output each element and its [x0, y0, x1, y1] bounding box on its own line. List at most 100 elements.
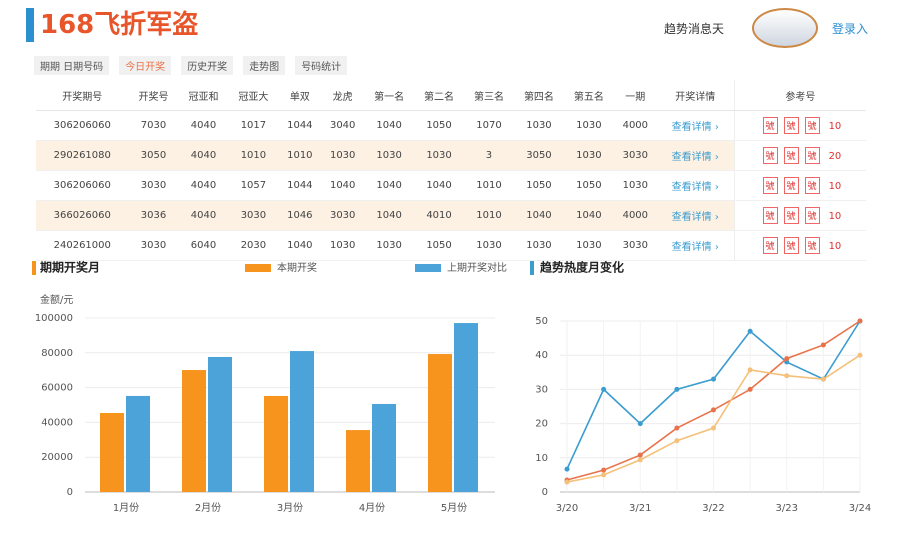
- detail-link[interactable]: 查看详情 ›: [656, 170, 735, 201]
- tab[interactable]: 走势图: [243, 56, 286, 75]
- point: [747, 386, 753, 392]
- point: [820, 376, 826, 382]
- point: [747, 328, 753, 334]
- detail-link[interactable]: 查看详情 ›: [656, 140, 735, 171]
- table-cell: 1030: [563, 230, 614, 261]
- table-cell: 1030: [613, 170, 657, 201]
- table-cell: 7030: [128, 110, 179, 141]
- badge: 號: [762, 207, 778, 224]
- chart-title: 趋势热度月变化: [540, 260, 624, 275]
- table-cell: 1010: [278, 140, 322, 171]
- table-cell: 3030: [613, 140, 657, 171]
- detail-link[interactable]: 查看详情 ›: [656, 230, 735, 261]
- table-row: 306206060 7030 4040 1017 1044 3040 1040 1050 107…: [36, 110, 866, 141]
- column-header: 第五名: [563, 80, 614, 111]
- point: [601, 472, 607, 478]
- x-tick-label: 2月份: [195, 502, 221, 514]
- point: [820, 342, 826, 348]
- table-cell: 1040: [278, 230, 322, 261]
- news-link[interactable]: 趋势消息天: [664, 22, 725, 36]
- badge-cell: 號號號 20: [733, 140, 866, 171]
- table-cell: 3030: [128, 230, 179, 261]
- column-header: 第二名: [414, 80, 465, 111]
- point: [637, 457, 643, 463]
- badge: 號: [804, 207, 820, 224]
- count: 20: [828, 151, 842, 162]
- tab[interactable]: 今日开奖: [119, 56, 172, 75]
- column-header: 冠亚大: [228, 80, 279, 111]
- table-cell: 3: [464, 140, 514, 171]
- point: [857, 318, 863, 324]
- column-header: 开奖期号: [36, 80, 129, 111]
- table-cell: 1044: [278, 170, 322, 201]
- point: [674, 425, 680, 431]
- table-cell: 3036: [128, 200, 179, 231]
- login-link[interactable]: 登录入: [832, 22, 869, 36]
- point: [674, 386, 680, 392]
- column-header: 开奖详情: [656, 80, 735, 111]
- table-cell: 1030: [563, 110, 614, 141]
- table-cell: 4040: [178, 110, 229, 141]
- x-tick-label: 1月份: [113, 502, 139, 514]
- count: 10: [828, 241, 842, 252]
- point: [711, 407, 716, 413]
- y-tick-label: 0: [542, 487, 548, 498]
- badge: 號: [762, 177, 778, 194]
- badge: 號: [804, 147, 820, 164]
- table-cell: 1030: [321, 230, 365, 261]
- table-cell: 1050: [563, 170, 614, 201]
- table-cell: 4040: [178, 170, 229, 201]
- badge: 號: [783, 207, 799, 224]
- table-cell: 3030: [128, 170, 179, 201]
- tab[interactable]: 号码统计: [295, 56, 348, 75]
- table-cell: 1040: [563, 200, 614, 231]
- table-cell: 1030: [364, 230, 415, 261]
- table-cell: 1050: [513, 170, 564, 201]
- table-cell: 1030: [513, 230, 564, 261]
- x-tick-label: 3/23: [776, 503, 798, 514]
- point: [784, 356, 790, 362]
- y-tick-label: 10: [535, 453, 548, 464]
- legend-swatch: [415, 264, 441, 272]
- y-tick-label: 80000: [41, 348, 73, 359]
- y-tick-label: 40: [535, 350, 548, 361]
- column-header: 龙虎: [321, 80, 365, 111]
- table-cell: 1017: [228, 110, 279, 141]
- table-cell: 3050: [513, 140, 564, 171]
- bar: [290, 351, 314, 492]
- x-tick-label: 3/21: [629, 503, 651, 514]
- table-cell: 1010: [464, 170, 514, 201]
- x-tick-label: 3/24: [849, 503, 871, 514]
- tab[interactable]: 期期 日期号码: [34, 56, 110, 75]
- tabs: 期期 日期号码 今日开奖 历史开奖 走势图 号码统计: [34, 56, 348, 75]
- point: [601, 386, 607, 392]
- point: [637, 421, 643, 427]
- detail-link[interactable]: 查看详情 ›: [656, 110, 735, 141]
- count: 10: [828, 211, 842, 222]
- badge-cell: 號號號 10: [733, 200, 866, 231]
- title-marker: [530, 261, 534, 275]
- x-tick-label: 3/22: [702, 503, 724, 514]
- table-cell: 1030: [464, 230, 514, 261]
- table-cell: 4010: [414, 200, 465, 231]
- badge: 號: [783, 117, 799, 134]
- table-cell: 1040: [513, 200, 564, 231]
- badge-cell: 號號號 10: [733, 110, 866, 141]
- table-cell: 4040: [178, 140, 229, 171]
- table-cell: 4040: [178, 200, 229, 231]
- legend-swatch: [245, 264, 271, 272]
- y-tick-label: 20: [535, 419, 548, 430]
- site-title: 168飞折军盗: [26, 8, 198, 42]
- table-cell: 2030: [228, 230, 279, 261]
- column-header: 单双: [278, 80, 322, 111]
- detail-link[interactable]: 查看详情 ›: [656, 200, 735, 231]
- bar: [264, 395, 288, 492]
- badge-cell: 號號號 10: [733, 170, 866, 201]
- point: [747, 367, 753, 373]
- bar: [372, 403, 396, 492]
- table-cell: 6040: [178, 230, 229, 261]
- column-header: 参考号: [733, 80, 866, 111]
- table-cell: 4000: [613, 200, 657, 231]
- tab[interactable]: 历史开奖: [181, 56, 234, 75]
